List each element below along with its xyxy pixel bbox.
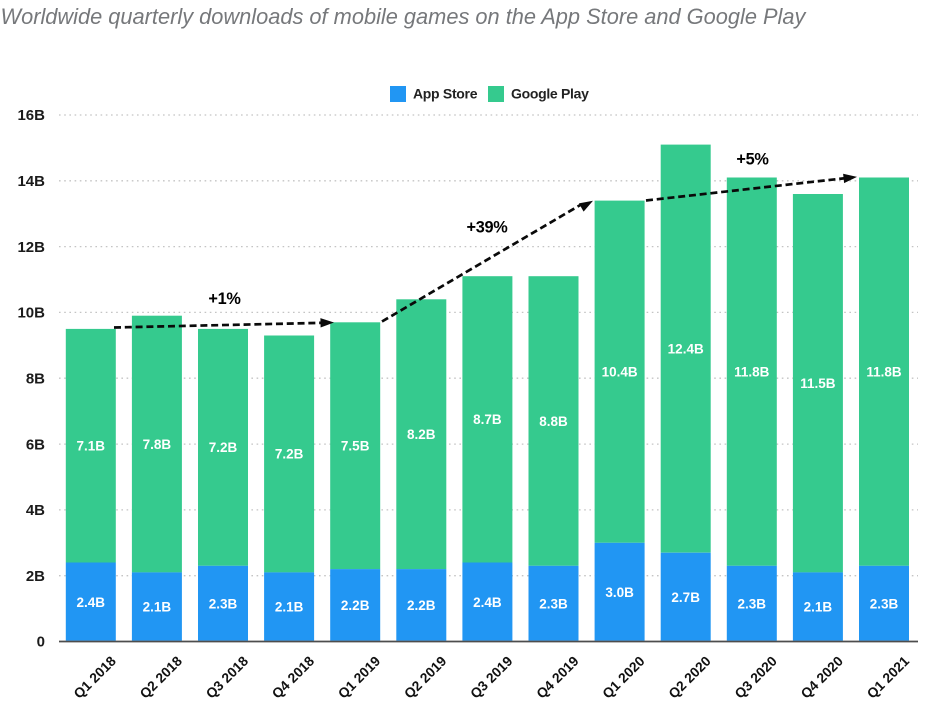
svg-text:11.5B: 11.5B	[800, 376, 836, 391]
svg-text:7.8B: 7.8B	[143, 437, 172, 452]
svg-text:Q1 2019: Q1 2019	[335, 653, 383, 701]
svg-text:Q3 2020: Q3 2020	[732, 653, 780, 701]
svg-text:Q1 2020: Q1 2020	[600, 653, 648, 701]
svg-text:+1%: +1%	[208, 290, 241, 308]
svg-text:11.8B: 11.8B	[866, 365, 902, 380]
svg-text:7.2B: 7.2B	[275, 447, 304, 462]
svg-text:Q1 2021: Q1 2021	[864, 653, 912, 701]
svg-text:Q2 2018: Q2 2018	[137, 653, 185, 701]
svg-text:10.4B: 10.4B	[602, 365, 638, 380]
svg-text:Q2 2020: Q2 2020	[666, 653, 714, 701]
svg-text:4B: 4B	[26, 502, 45, 519]
svg-text:Q2 2019: Q2 2019	[401, 653, 449, 701]
svg-text:+39%: +39%	[467, 219, 509, 237]
svg-text:8B: 8B	[26, 370, 45, 387]
svg-text:2.2B: 2.2B	[341, 598, 370, 613]
svg-text:12.4B: 12.4B	[668, 341, 704, 356]
svg-text:0: 0	[37, 634, 45, 651]
svg-text:2.4B: 2.4B	[77, 595, 106, 610]
svg-text:Q4 2019: Q4 2019	[534, 653, 582, 701]
svg-text:12B: 12B	[17, 239, 45, 256]
svg-text:+5%: +5%	[736, 151, 769, 169]
svg-text:7.1B: 7.1B	[77, 439, 106, 454]
svg-text:2.7B: 2.7B	[671, 590, 700, 605]
svg-text:2.1B: 2.1B	[275, 600, 304, 615]
svg-text:Q3 2018: Q3 2018	[203, 653, 251, 701]
svg-text:16B: 16B	[17, 107, 45, 124]
svg-text:2.1B: 2.1B	[804, 600, 833, 615]
svg-text:2.2B: 2.2B	[407, 598, 436, 613]
svg-text:8.2B: 8.2B	[407, 427, 436, 442]
svg-text:2.3B: 2.3B	[738, 597, 767, 612]
svg-text:6B: 6B	[26, 436, 45, 453]
svg-text:7.2B: 7.2B	[209, 440, 238, 455]
svg-text:8.7B: 8.7B	[473, 412, 502, 427]
svg-text:2B: 2B	[26, 568, 45, 585]
svg-text:8.8B: 8.8B	[539, 414, 568, 429]
svg-text:Q1 2018: Q1 2018	[71, 653, 119, 701]
svg-text:Q4 2020: Q4 2020	[798, 653, 846, 701]
svg-text:7.5B: 7.5B	[341, 439, 370, 454]
svg-text:Q4 2018: Q4 2018	[269, 653, 317, 701]
svg-text:2.3B: 2.3B	[209, 597, 238, 612]
svg-text:App Store: App Store	[413, 86, 478, 102]
svg-text:2.3B: 2.3B	[539, 597, 568, 612]
svg-text:Google Play: Google Play	[511, 86, 589, 102]
svg-text:2.4B: 2.4B	[473, 595, 502, 610]
svg-text:Q3 2019: Q3 2019	[467, 653, 515, 701]
svg-text:10B: 10B	[17, 305, 45, 322]
svg-text:14B: 14B	[17, 173, 45, 190]
svg-text:3.0B: 3.0B	[605, 585, 634, 600]
svg-text:2.1B: 2.1B	[143, 600, 172, 615]
svg-text:2.3B: 2.3B	[870, 597, 899, 612]
svg-text:11.8B: 11.8B	[734, 365, 770, 380]
svg-text:Worldwide quarterly downloads: Worldwide quarterly downloads of mobile …	[1, 4, 807, 29]
